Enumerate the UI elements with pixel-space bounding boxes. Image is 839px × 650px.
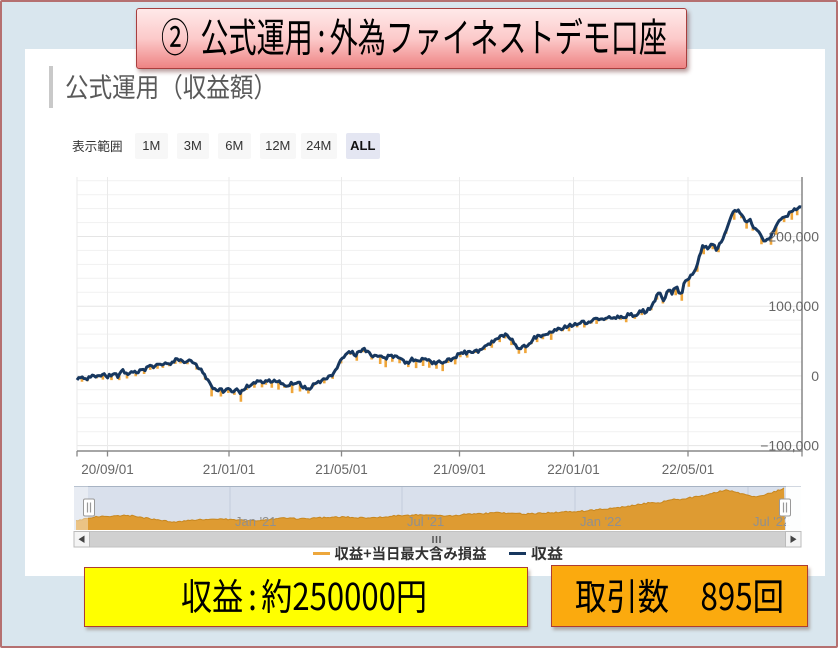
svg-text:100,000: 100,000 xyxy=(768,298,819,314)
svg-text:Jul '22: Jul '22 xyxy=(753,514,790,529)
svg-text:Jan '22: Jan '22 xyxy=(580,514,622,529)
svg-text:21/09/01: 21/09/01 xyxy=(433,462,486,477)
svg-text:200,000: 200,000 xyxy=(768,229,819,245)
svg-text:21/01/01: 21/01/01 xyxy=(203,462,256,477)
svg-text:−100,000: −100,000 xyxy=(760,438,819,454)
svg-text:20/09/01: 20/09/01 xyxy=(81,462,134,477)
svg-text:Jul '21: Jul '21 xyxy=(407,514,444,529)
svg-text:Jan '21: Jan '21 xyxy=(235,514,277,529)
svg-text:0: 0 xyxy=(811,368,819,384)
svg-text:22/05/01: 22/05/01 xyxy=(662,462,715,477)
svg-text:21/05/01: 21/05/01 xyxy=(315,462,368,477)
svg-text:22/01/01: 22/01/01 xyxy=(547,462,600,477)
